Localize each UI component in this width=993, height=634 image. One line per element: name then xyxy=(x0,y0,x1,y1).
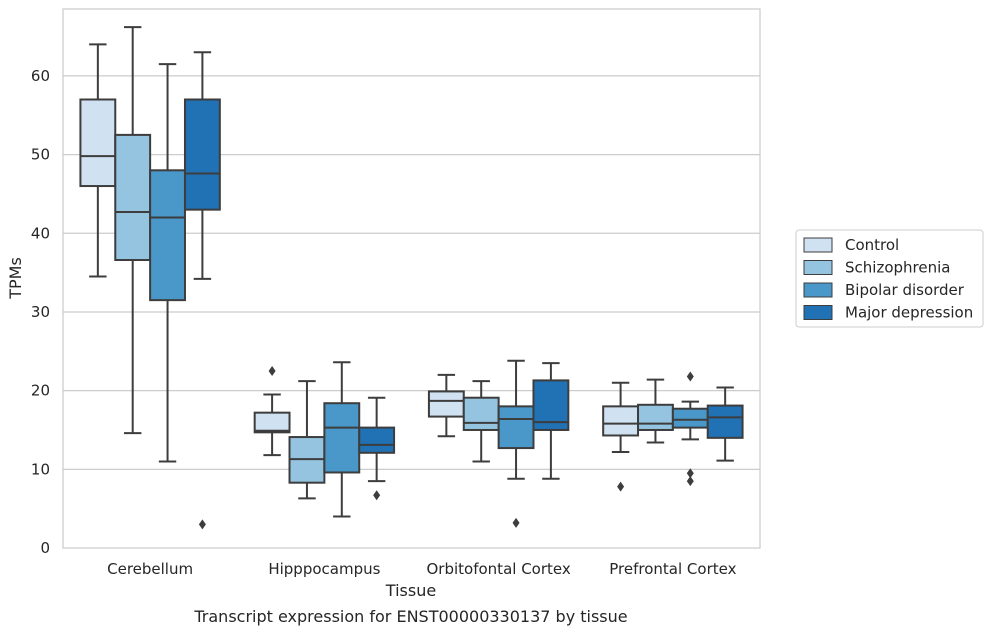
legend-swatch xyxy=(803,305,833,320)
box-bipolar-disorder xyxy=(671,371,709,487)
outlier-point xyxy=(686,371,694,382)
chart-caption: Transcript expression for ENST0000033013… xyxy=(193,607,627,626)
box-schizophrenia xyxy=(637,378,674,444)
outlier-point xyxy=(268,365,276,376)
box-schizophrenia xyxy=(462,380,500,463)
interquartile-box xyxy=(253,411,291,434)
interquartile-box xyxy=(358,426,396,454)
legend-label: Bipolar disorder xyxy=(845,281,965,299)
interquartile-box xyxy=(637,403,674,431)
interquartile-box xyxy=(183,98,221,211)
interquartile-box xyxy=(323,402,361,474)
box-bipolar-disorder xyxy=(323,361,361,518)
interquartile-box xyxy=(149,169,186,302)
box-bipolar-disorder xyxy=(497,359,535,528)
box-control xyxy=(79,43,117,278)
box-major-depression xyxy=(358,396,396,501)
box-major-depression xyxy=(532,362,570,480)
x-tick-label: Cerebellum xyxy=(107,560,193,578)
x-axis-ticks: Cerebellum Hipppocampus Orbitofontal Corte… xyxy=(107,560,736,578)
legend-label: Major depression xyxy=(845,304,973,322)
x-axis-label: Tissue xyxy=(385,581,436,600)
outlier-point xyxy=(686,468,694,479)
box-control xyxy=(602,381,640,492)
y-tick-label: 60 xyxy=(31,67,50,85)
box-schizophrenia xyxy=(114,26,152,435)
interquartile-box xyxy=(706,404,744,439)
y-tick-label: 0 xyxy=(40,539,50,557)
interquartile-box xyxy=(602,405,640,437)
outlier-point xyxy=(373,490,381,501)
box-major-depression xyxy=(706,386,744,462)
y-tick-label: 20 xyxy=(31,382,50,400)
x-tick-label: Prefrontal Cortex xyxy=(609,560,736,578)
legend-swatch xyxy=(803,282,833,298)
legend: Control Schizophrenia Bipolar disorder Majo… xyxy=(795,229,984,328)
interquartile-box xyxy=(427,390,465,418)
interquartile-box xyxy=(462,396,500,431)
interquartile-box xyxy=(671,407,709,429)
box-control xyxy=(427,373,465,438)
y-tick-label: 10 xyxy=(31,460,50,478)
box-control xyxy=(253,365,291,457)
box-series-layer xyxy=(79,26,744,530)
legend-swatch xyxy=(803,237,833,253)
box-bipolar-disorder xyxy=(149,63,186,463)
outlier-point xyxy=(686,476,694,487)
legend-frame xyxy=(795,229,984,328)
interquartile-box xyxy=(79,98,117,188)
outlier-point xyxy=(617,481,625,492)
x-tick-label: Hipppocampus xyxy=(268,560,380,578)
interquartile-box xyxy=(497,405,535,450)
legend-label: Control xyxy=(845,236,899,254)
box-schizophrenia xyxy=(288,380,326,500)
x-tick-label: Orbitofontal Cortex xyxy=(427,560,571,578)
box-major-depression xyxy=(183,51,221,530)
outlier-point xyxy=(198,519,206,530)
y-tick-label: 40 xyxy=(31,224,50,242)
legend-label: Schizophrenia xyxy=(845,259,950,277)
y-axis-label: TPMs xyxy=(6,257,25,300)
plot-area-frame xyxy=(62,8,761,549)
interquartile-box xyxy=(114,133,152,262)
y-tick-label: 30 xyxy=(31,303,50,321)
legend-swatch xyxy=(803,260,833,275)
y-axis-ticks: 0 10 20 30 40 50 60 xyxy=(31,67,50,557)
outlier-point xyxy=(512,517,520,528)
y-tick-label: 50 xyxy=(31,146,50,164)
